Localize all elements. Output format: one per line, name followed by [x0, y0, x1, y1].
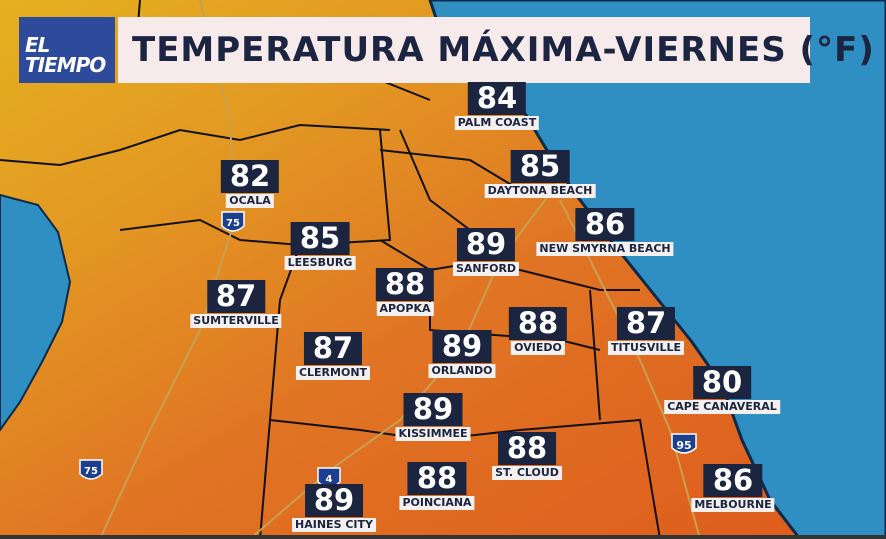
temperature-value: 89 — [304, 484, 364, 517]
city-name: OCALA — [226, 194, 274, 208]
temperature-value: 80 — [692, 366, 752, 399]
city-label: 82 OCALA — [220, 160, 280, 208]
city-name: SANFORD — [452, 262, 520, 276]
city-label: 89 SANFORD — [452, 228, 520, 276]
temperature-value: 88 — [407, 462, 467, 495]
bottom-strip — [0, 535, 886, 539]
highway-95-shield: 95 — [671, 433, 697, 454]
svg-text:75: 75 — [84, 466, 98, 477]
temperature-value: 89 — [456, 228, 516, 261]
city-name: NEW SMYRNA BEACH — [536, 242, 674, 256]
city-label: 89 ORLANDO — [428, 330, 496, 378]
city-name: SUMTERVILLE — [190, 314, 282, 328]
city-label: 86 NEW SMYRNA BEACH — [536, 208, 674, 256]
city-name: LEESBURG — [284, 256, 356, 270]
highway-75-shield: 75 75 — [79, 211, 245, 480]
logo-line2: TIEMPO — [25, 53, 106, 77]
temperature-value: 88 — [508, 307, 568, 340]
city-name: POINCIANA — [399, 496, 475, 510]
city-name: CAPE CANAVERAL — [664, 400, 780, 414]
city-label: 80 CAPE CANAVERAL — [664, 366, 780, 414]
svg-text:4: 4 — [326, 474, 333, 485]
logo-line1: EL — [25, 33, 50, 57]
city-label: 87 CLERMONT — [295, 332, 371, 380]
temperature-value: 87 — [206, 280, 266, 313]
temperature-value: 85 — [290, 222, 350, 255]
temperature-value: 84 — [467, 82, 527, 115]
city-label: 87 SUMTERVILLE — [190, 280, 282, 328]
svg-text:95: 95 — [676, 439, 691, 452]
city-label: 88 APOPKA — [375, 268, 435, 316]
city-name: HAINES CITY — [292, 518, 376, 532]
temperature-value: 86 — [703, 464, 763, 497]
city-label: 88 OVIEDO — [508, 307, 568, 355]
city-name: MELBOURNE — [691, 498, 775, 512]
city-label: 88 ST. CLOUD — [492, 432, 562, 480]
city-name: KISSIMMEE — [395, 427, 471, 441]
city-name: TITUSVILLE — [607, 341, 685, 355]
city-label: 85 DAYTONA BEACH — [484, 150, 596, 198]
city-name: OVIEDO — [511, 341, 565, 355]
svg-text:75: 75 — [226, 218, 240, 229]
temperature-value: 88 — [375, 268, 435, 301]
city-label: 89 HAINES CITY — [292, 484, 376, 532]
temperature-value: 87 — [303, 332, 363, 365]
el-tiempo-logo: EL TIEMPO — [19, 17, 115, 83]
city-label: 86 MELBOURNE — [691, 464, 775, 512]
temperature-value: 85 — [510, 150, 570, 183]
map-title: TEMPERATURA MÁXIMA-VIERNES (°F) — [118, 17, 874, 83]
city-name: CLERMONT — [295, 366, 371, 380]
city-label: 85 LEESBURG — [284, 222, 356, 270]
temperature-value: 86 — [575, 208, 635, 241]
temperature-value: 87 — [616, 307, 676, 340]
city-label: 89 KISSIMMEE — [395, 393, 471, 441]
gulf-water — [0, 193, 72, 432]
city-name: ST. CLOUD — [492, 466, 562, 480]
city-name: DAYTONA BEACH — [484, 184, 596, 198]
city-name: PALM COAST — [454, 116, 540, 130]
temperature-value: 89 — [432, 330, 492, 363]
city-name: ORLANDO — [428, 364, 496, 378]
city-name: APOPKA — [376, 302, 434, 316]
temperature-value: 89 — [403, 393, 463, 426]
temperature-value: 82 — [220, 160, 280, 193]
city-label: 84 PALM COAST — [454, 82, 540, 130]
city-label: 87 TITUSVILLE — [607, 307, 685, 355]
temperature-value: 88 — [497, 432, 557, 465]
city-label: 88 POINCIANA — [399, 462, 475, 510]
